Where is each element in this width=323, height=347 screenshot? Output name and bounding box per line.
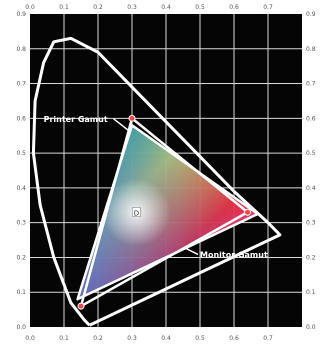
printer-gamut-leader-line bbox=[113, 118, 130, 132]
x-tick-bottom-3: 0.3 bbox=[127, 335, 137, 342]
gamut-vertex-2 bbox=[77, 302, 85, 310]
y-tick-left-4: 0.4 bbox=[16, 185, 26, 192]
y-tick-left-8: 0.8 bbox=[16, 46, 26, 53]
y-tick-right-0: 0.0 bbox=[306, 324, 316, 331]
monitor-gamut-label: Monitor Gamut bbox=[200, 250, 268, 259]
x-tick-top-2: 0.2 bbox=[93, 4, 103, 11]
x-tick-top-1: 0.1 bbox=[59, 4, 69, 11]
y-tick-right-5: 0.5 bbox=[306, 150, 316, 157]
chart-curves: D bbox=[31, 36, 282, 327]
gamut-outline-1 bbox=[79, 117, 249, 308]
y-tick-right-9: 0.9 bbox=[306, 11, 316, 18]
x-tick-top-4: 0.4 bbox=[161, 4, 171, 11]
x-tick-bottom-7: 0.7 bbox=[263, 335, 273, 342]
x-tick-top-3: 0.3 bbox=[127, 4, 137, 11]
tick-labels: 0.0 0.0 0.1 0.1 0.2 0.2 0.3 0.3 0.4 0.4 0.5 0.5 0.6 0… bbox=[16, 4, 315, 342]
y-tick-right-8: 0.8 bbox=[306, 46, 316, 53]
y-tick-right-6: 0.6 bbox=[306, 115, 316, 122]
x-tick-top-7: 0.7 bbox=[263, 4, 273, 11]
spectral-locus-curve bbox=[31, 36, 282, 327]
y-tick-right-4: 0.4 bbox=[306, 185, 316, 192]
x-tick-bottom-2: 0.2 bbox=[93, 335, 103, 342]
y-tick-left-1: 0.1 bbox=[16, 289, 26, 296]
chart-annotations: Printer Gamut Monitor Gamut bbox=[44, 115, 268, 260]
y-tick-left-0: 0.0 bbox=[16, 324, 26, 331]
y-tick-right-3: 0.3 bbox=[306, 220, 316, 227]
white-point-marker bbox=[132, 207, 141, 217]
y-tick-left-5: 0.5 bbox=[16, 150, 26, 157]
monitor-gamut-leader-line bbox=[186, 248, 199, 256]
gamut-vertex-1 bbox=[244, 208, 252, 216]
y-tick-right-7: 0.7 bbox=[306, 81, 316, 88]
y-tick-left-7: 0.7 bbox=[16, 81, 26, 88]
x-tick-bottom-5: 0.5 bbox=[195, 335, 205, 342]
x-tick-bottom-0: 0.0 bbox=[25, 335, 35, 342]
y-tick-left-9: 0.9 bbox=[16, 11, 26, 18]
y-tick-left-3: 0.3 bbox=[16, 220, 26, 227]
y-tick-right-1: 0.1 bbox=[306, 289, 316, 296]
x-tick-bottom-6: 0.6 bbox=[229, 335, 239, 342]
x-tick-bottom-4: 0.4 bbox=[161, 335, 171, 342]
y-tick-left-2: 0.2 bbox=[16, 254, 26, 261]
x-tick-bottom-1: 0.1 bbox=[59, 335, 69, 342]
printer-gamut-label: Printer Gamut bbox=[44, 115, 108, 124]
y-tick-left-6: 0.6 bbox=[16, 115, 26, 122]
y-tick-right-2: 0.2 bbox=[306, 254, 316, 261]
x-tick-top-0: 0.0 bbox=[25, 4, 35, 11]
x-tick-top-5: 0.5 bbox=[195, 4, 205, 11]
white-point-label: D bbox=[134, 210, 139, 218]
x-tick-top-6: 0.6 bbox=[229, 4, 239, 11]
gamut-vertex-0 bbox=[128, 114, 136, 122]
